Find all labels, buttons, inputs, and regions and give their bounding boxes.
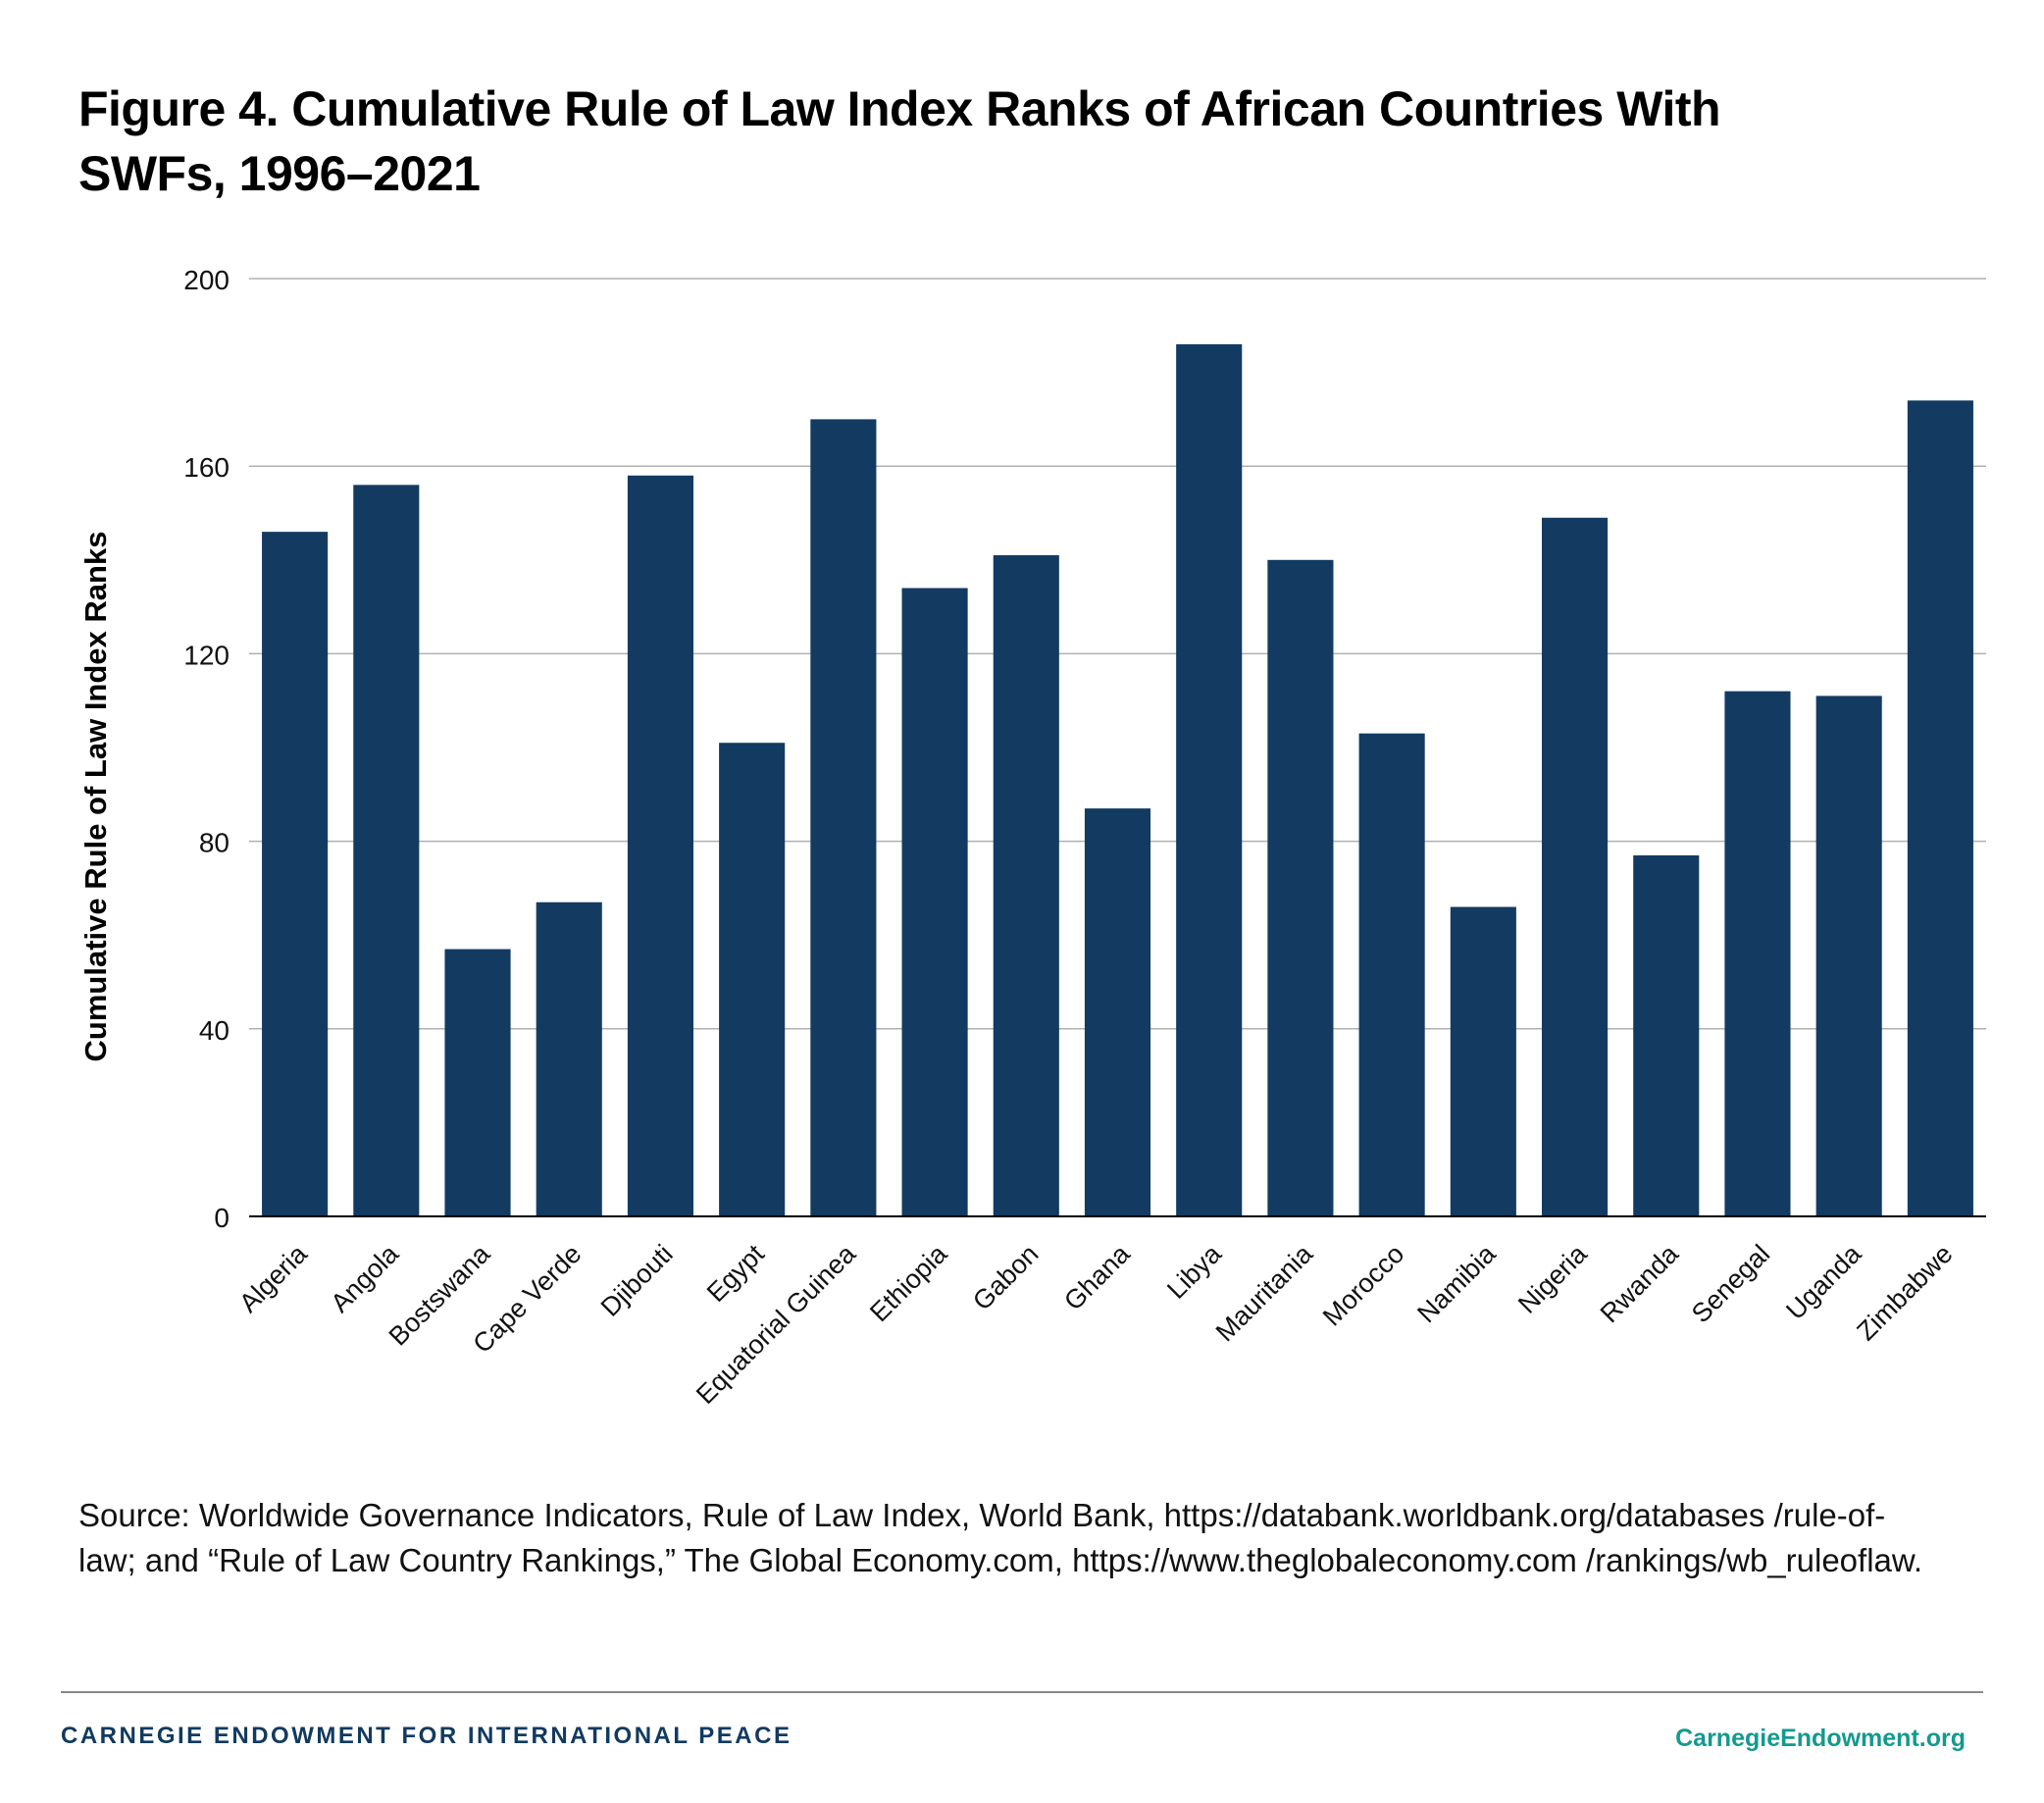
bar-angola <box>353 485 420 1216</box>
x-tick-label: Libya <box>1161 1238 1228 1305</box>
x-tick-label: Namibia <box>1411 1238 1502 1328</box>
y-tick-label: 120 <box>183 640 230 670</box>
x-tick-label: Ethiopia <box>864 1238 953 1327</box>
x-tick-label: Nigeria <box>1512 1238 1593 1318</box>
chart-title: Figure 4. Cumulative Rule of Law Index R… <box>78 81 1721 201</box>
bar-djibouti <box>627 475 694 1216</box>
x-tick-label: Djibouti <box>595 1239 679 1322</box>
bar-cape-verde <box>536 902 602 1216</box>
x-tick-label: Equatorial Guinea <box>690 1238 862 1410</box>
y-tick-label: 40 <box>199 1015 230 1046</box>
bar-egypt <box>719 743 786 1216</box>
x-tick-label: Mauritania <box>1210 1238 1319 1347</box>
bar-ethiopia <box>901 588 968 1216</box>
x-tick-label: Ghana <box>1058 1238 1136 1315</box>
bar-namibia <box>1450 906 1516 1216</box>
bar-equatorial-guinea <box>810 419 877 1216</box>
bar-libya <box>1176 343 1243 1216</box>
x-tick-label: Senegal <box>1686 1239 1775 1328</box>
divider <box>61 1691 1983 1693</box>
x-tick-label: Morocco <box>1317 1239 1409 1331</box>
x-tick-label: Algeria <box>233 1238 313 1317</box>
bar-rwanda <box>1633 854 1700 1216</box>
footer-org-name: CARNEGIE ENDOWMENT FOR INTERNATIONAL PEA… <box>61 1723 792 1749</box>
bar-morocco <box>1358 733 1425 1216</box>
bar-algeria <box>262 532 329 1216</box>
footer-website-link[interactable]: CarnegieEndowment.org <box>1675 1725 1966 1752</box>
x-tick-label: Egypt <box>701 1239 770 1308</box>
y-tick-label: 200 <box>183 265 230 295</box>
bar-nigeria <box>1541 517 1609 1216</box>
x-tick-label: Gabon <box>967 1239 1045 1316</box>
bar-mauritania <box>1267 559 1334 1216</box>
y-tick-label: 80 <box>199 828 230 858</box>
y-tick-label: 160 <box>183 452 230 483</box>
x-tick-label: Uganda <box>1780 1238 1867 1325</box>
bar-zimbabwe <box>1907 400 1973 1216</box>
source-note: Source: Worldwide Governance Indicators,… <box>78 1497 1923 1578</box>
x-tick-label: Rwanda <box>1595 1238 1685 1328</box>
bar-bostswana <box>444 949 511 1216</box>
x-tick-label: Zimbabwe <box>1851 1239 1958 1346</box>
bar-gabon <box>993 555 1059 1216</box>
bar-senegal <box>1724 691 1791 1216</box>
y-axis-label: Cumulative Rule of Law Index Ranks <box>78 532 113 1062</box>
y-tick-label: 0 <box>214 1203 230 1233</box>
bar-ghana <box>1084 808 1151 1216</box>
x-tick-label: Angola <box>325 1238 404 1317</box>
bar-uganda <box>1815 695 1882 1216</box>
